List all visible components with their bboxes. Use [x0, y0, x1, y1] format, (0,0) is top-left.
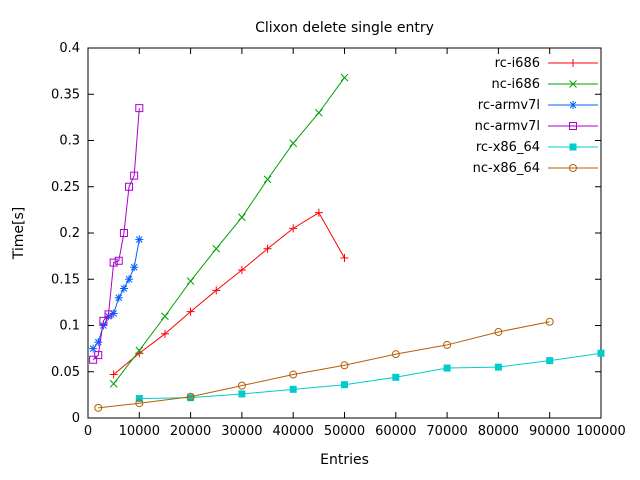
series-rc-armv7l — [89, 235, 144, 353]
series-line — [92, 108, 140, 361]
x-axis-label: Entries — [320, 452, 369, 468]
y-tick-label: 0.05 — [51, 365, 80, 380]
x-tick-label: 90000 — [529, 424, 570, 439]
legend-item-nc-armv7l: nc-armv7l — [475, 119, 598, 134]
x-tick-label: 70000 — [426, 424, 467, 439]
chart-title: Clixon delete single entry — [255, 20, 434, 36]
series-rc-x86_64 — [135, 349, 605, 403]
y-tick-label: 0.25 — [51, 180, 80, 195]
y-tick-label: 0.1 — [59, 319, 80, 334]
y-tick-label: 0.3 — [59, 134, 80, 149]
series-nc-i686 — [109, 73, 349, 388]
series-line — [113, 77, 345, 385]
x-tick-label: 100000 — [576, 424, 626, 439]
x-tick-label: 0 — [84, 424, 92, 439]
series-line — [113, 211, 345, 375]
y-tick-label: 0.4 — [59, 41, 80, 56]
x-tick-label: 60000 — [375, 424, 416, 439]
y-tick-label: 0.35 — [51, 87, 80, 102]
series-line — [139, 352, 602, 400]
x-tick-label: 30000 — [221, 424, 262, 439]
x-tick-label: 40000 — [273, 424, 314, 439]
legend-item-rc-x86_64: rc-x86_64 — [476, 140, 598, 155]
legend-item-rc-i686: rc-i686 — [495, 56, 598, 71]
x-tick-label: 20000 — [170, 424, 211, 439]
x-tick-label: 50000 — [324, 424, 365, 439]
x-tick-label: 80000 — [478, 424, 519, 439]
series-nc-armv7l — [89, 104, 144, 364]
y-tick-label: 0.2 — [59, 226, 80, 241]
legend-label: rc-i686 — [495, 56, 540, 71]
x-tick-label: 10000 — [119, 424, 160, 439]
y-axis-label: Time[s] — [11, 206, 27, 260]
legend-label: rc-x86_64 — [476, 140, 540, 155]
legend-label: nc-x86_64 — [473, 161, 540, 176]
series-rc-i686 — [109, 208, 349, 379]
series-line — [98, 321, 550, 409]
y-tick-label: 0 — [72, 411, 80, 426]
y-tick-label: 0.15 — [51, 272, 80, 287]
legend-label: nc-i686 — [491, 77, 540, 92]
series-line — [92, 239, 140, 349]
legend-label: nc-armv7l — [475, 119, 540, 134]
legend-item-rc-armv7l: rc-armv7l — [478, 98, 598, 113]
legend-item-nc-i686: nc-i686 — [491, 77, 598, 92]
legend-label: rc-armv7l — [478, 98, 540, 113]
legend-item-nc-x86_64: nc-x86_64 — [473, 161, 598, 176]
series-nc-x86_64 — [94, 317, 554, 412]
